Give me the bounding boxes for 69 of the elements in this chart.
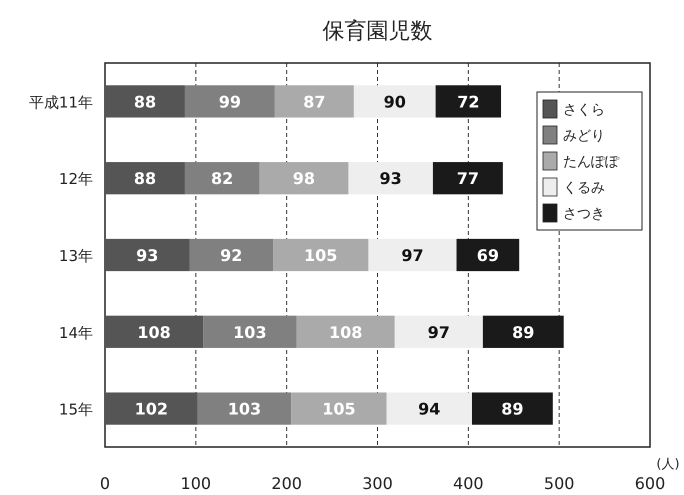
bar <box>386 392 472 425</box>
data-label: 89 <box>501 400 524 419</box>
bar <box>472 392 553 425</box>
x-tick-label: 100 <box>180 474 212 493</box>
bar <box>456 238 520 272</box>
bar <box>482 316 564 348</box>
bar <box>296 316 395 348</box>
data-label: 93 <box>380 169 402 188</box>
bar <box>203 316 297 348</box>
bar <box>105 85 185 118</box>
data-label: 102 <box>134 400 168 419</box>
y-tick-label: 15年 <box>58 400 93 419</box>
data-label: 103 <box>233 322 267 342</box>
y-tick-label: 13年 <box>58 247 93 265</box>
x-tick-label: 600 <box>634 474 666 493</box>
data-label: 77 <box>456 169 480 188</box>
bar <box>394 316 483 348</box>
bar <box>198 392 292 425</box>
legend-label: たんぽぽ <box>563 154 620 170</box>
bar <box>184 85 275 118</box>
bar <box>432 162 503 194</box>
y-tick-label: 平成11年 <box>28 93 93 112</box>
bar <box>368 238 457 272</box>
y-tick-label: 14年 <box>58 324 93 342</box>
data-label: 108 <box>137 322 171 342</box>
y-tick-label: 12年 <box>58 170 93 188</box>
x-tick-label: 0 <box>100 474 110 493</box>
bar <box>354 85 436 118</box>
x-tick-label: 200 <box>271 474 302 493</box>
bar <box>189 238 274 272</box>
legend-label: さつき <box>563 206 605 222</box>
data-label: 93 <box>136 246 158 265</box>
data-label: 69 <box>476 246 499 265</box>
data-label: 105 <box>322 400 356 419</box>
bar <box>436 85 502 118</box>
bar <box>105 238 190 272</box>
data-label: 103 <box>228 400 262 419</box>
bar <box>348 162 433 194</box>
data-label: 88 <box>134 169 156 188</box>
bar <box>184 162 260 194</box>
data-label: 94 <box>418 400 440 419</box>
data-label: 97 <box>401 246 424 265</box>
data-label: 89 <box>512 322 534 342</box>
x-axis-title: (人) <box>656 457 680 472</box>
bar <box>273 238 368 272</box>
bar <box>259 162 348 194</box>
data-label: 87 <box>303 92 326 112</box>
x-tick-label: 300 <box>362 474 393 493</box>
data-label: 99 <box>218 92 242 112</box>
bar <box>105 392 198 425</box>
data-label: 90 <box>384 92 406 112</box>
bar <box>105 316 204 348</box>
bar <box>105 162 185 194</box>
data-label: 88 <box>134 92 156 112</box>
data-label: 72 <box>457 92 480 112</box>
data-label: 108 <box>329 322 362 342</box>
chart-title: 保育園児数 <box>322 18 432 44</box>
data-label: 105 <box>304 246 338 265</box>
bar <box>274 85 354 118</box>
data-label: 92 <box>220 246 242 265</box>
data-label: 98 <box>292 169 316 188</box>
legend-label: くるみ <box>563 180 605 196</box>
x-tick-label: 400 <box>453 474 484 493</box>
x-tick-label: 500 <box>544 474 574 493</box>
legend-label: みどり <box>563 128 605 144</box>
data-label: 82 <box>211 169 234 188</box>
legend-label: さくら <box>563 102 605 118</box>
bar <box>291 392 387 425</box>
data-label: 97 <box>428 322 450 342</box>
